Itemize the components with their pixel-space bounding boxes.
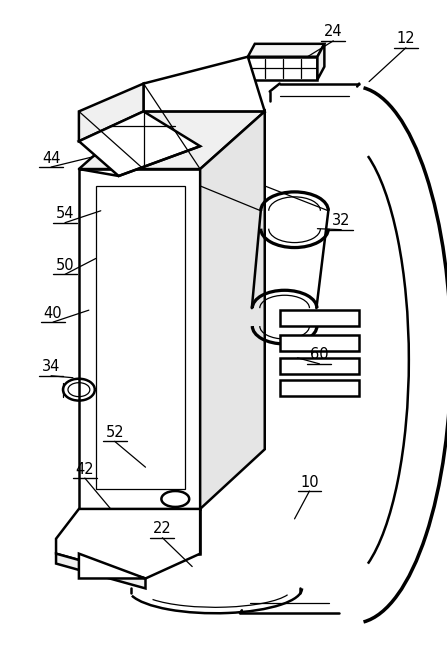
Polygon shape xyxy=(200,111,265,509)
Text: 52: 52 xyxy=(105,425,124,440)
Polygon shape xyxy=(79,169,200,509)
Polygon shape xyxy=(79,111,265,169)
Text: 12: 12 xyxy=(396,31,415,46)
Text: 60: 60 xyxy=(310,347,329,362)
Polygon shape xyxy=(318,44,324,80)
Polygon shape xyxy=(79,84,143,141)
Polygon shape xyxy=(79,509,200,553)
Text: 42: 42 xyxy=(76,462,94,476)
Text: 50: 50 xyxy=(56,258,74,273)
Polygon shape xyxy=(248,57,318,80)
Text: 10: 10 xyxy=(300,474,319,490)
Text: 22: 22 xyxy=(153,521,172,536)
Text: 32: 32 xyxy=(332,213,350,228)
Text: 24: 24 xyxy=(324,24,343,40)
Polygon shape xyxy=(79,553,146,578)
Polygon shape xyxy=(79,111,200,176)
Polygon shape xyxy=(280,380,359,395)
Polygon shape xyxy=(280,358,359,374)
Polygon shape xyxy=(56,509,200,578)
Polygon shape xyxy=(280,310,359,326)
Polygon shape xyxy=(280,335,359,351)
Text: 44: 44 xyxy=(42,151,60,165)
Polygon shape xyxy=(143,57,265,111)
Polygon shape xyxy=(248,44,324,57)
Text: 40: 40 xyxy=(44,306,62,321)
Polygon shape xyxy=(56,553,146,588)
Text: 34: 34 xyxy=(42,359,60,375)
Text: 54: 54 xyxy=(56,206,74,221)
